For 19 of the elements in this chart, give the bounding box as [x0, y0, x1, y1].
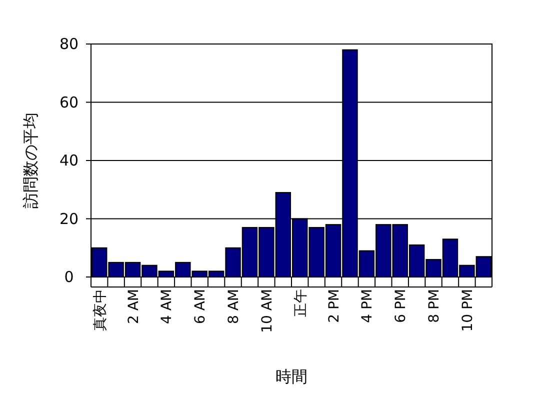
y-tick-label: 40 [59, 152, 79, 170]
x-axis-title: 時間 [276, 367, 308, 386]
y-axis-title: 訪問数の平均 [21, 112, 40, 208]
x-tick-label: 4 PM [360, 289, 376, 323]
x-tick-label: 4 AM [159, 289, 176, 324]
x-tick-label: 2 AM [126, 289, 142, 324]
y-tick-label: 20 [59, 210, 79, 228]
x-tick-label: 2 PM [326, 289, 342, 323]
x-tick-label: 6 PM [393, 289, 410, 323]
x-tick-label: 8 PM [426, 289, 443, 323]
y-tick-label: 80 [59, 35, 79, 53]
x-tick-label: 正午 [292, 289, 309, 317]
y-tick-label: 0 [64, 268, 74, 286]
x-tick-label: 真夜中 [92, 289, 108, 331]
x-tick-label: 8 AM [226, 289, 242, 324]
x-tick-label: 10 AM [259, 289, 276, 333]
x-tick-label: 10 PM [460, 289, 476, 332]
y-tick-label: 60 [59, 93, 79, 112]
x-tick-label: 6 AM [192, 289, 209, 324]
